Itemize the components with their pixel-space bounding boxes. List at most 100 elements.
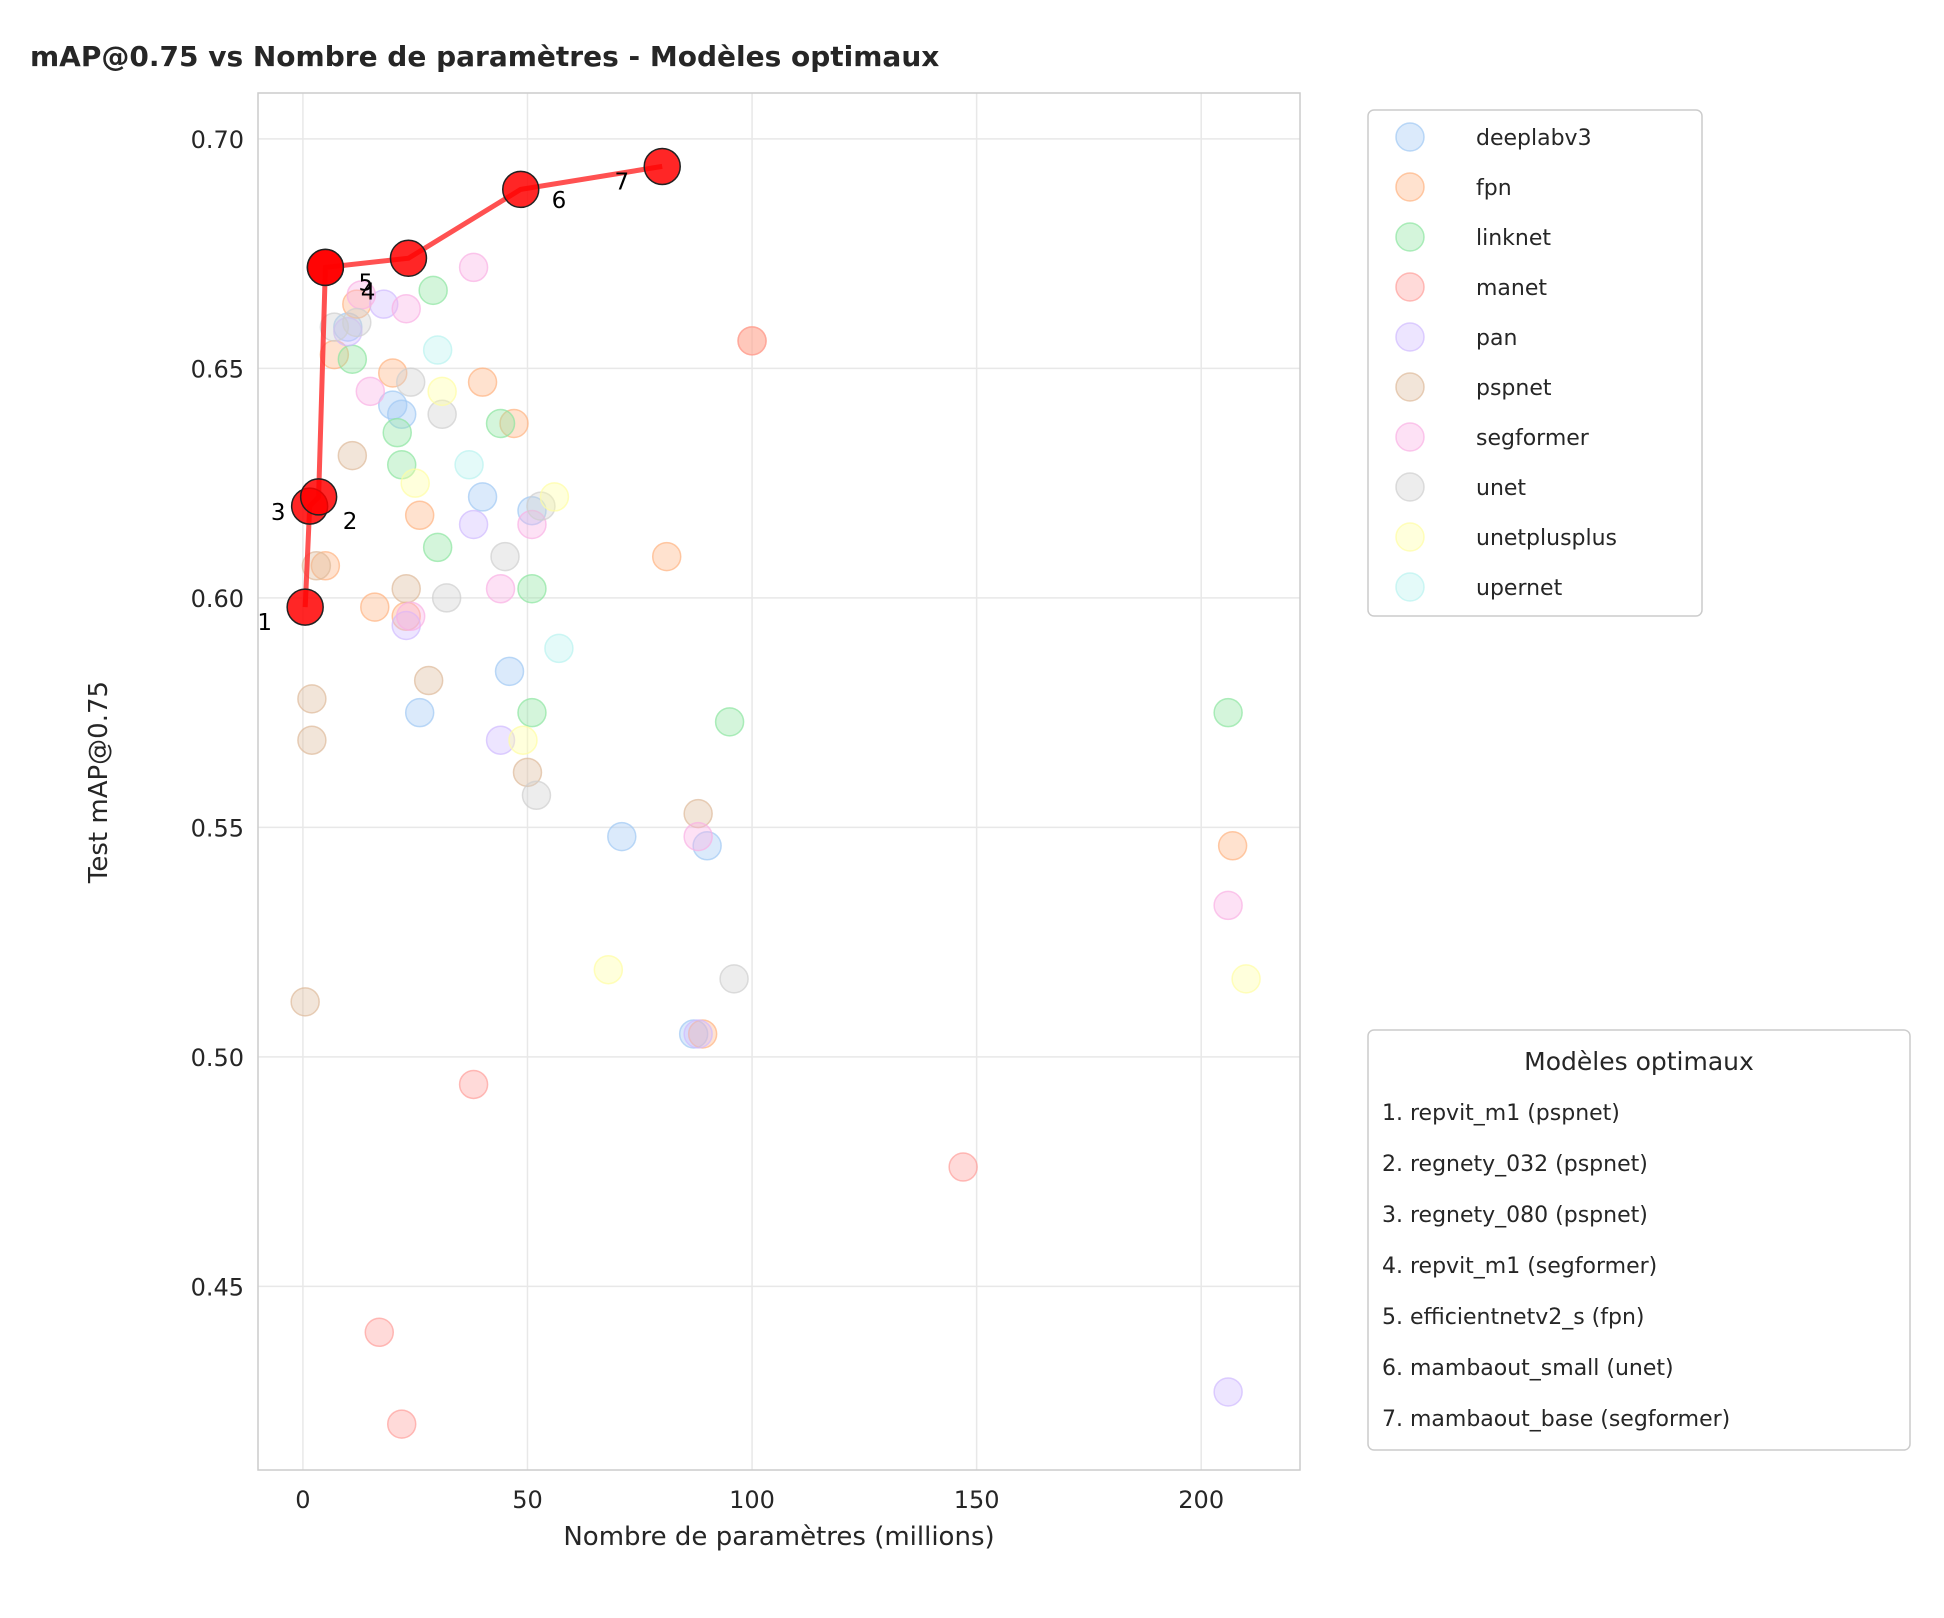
point-unetplusplus (508, 725, 538, 755)
point-manet (948, 1152, 978, 1182)
legend-marker-pspnet (1395, 372, 1425, 402)
optimal-point-label: 7 (614, 169, 629, 195)
point-linknet (485, 408, 516, 439)
point-unet (490, 541, 520, 572)
series-legend: deeplabv3 fpn linknet manet pan pspnet segform… (1367, 109, 1703, 617)
point-manet (737, 326, 767, 356)
point-unet (521, 780, 552, 811)
y-axis-label: Test mAP@0.75 (84, 681, 114, 884)
y-tick-label: 0.50 (191, 1044, 244, 1072)
point-pan (1213, 1377, 1243, 1407)
point-fpn (467, 367, 498, 397)
legend-marker-fpn (1395, 172, 1425, 202)
x-tick-label: 50 (512, 1486, 543, 1514)
legend-entry-pan: pan (1476, 326, 1517, 351)
optimal-point-label: 3 (271, 500, 286, 526)
x-tick-label: 0 (295, 1486, 310, 1514)
legend-entry-upernet: upernet (1476, 576, 1563, 601)
point-linknet (714, 707, 745, 737)
point-fpn (404, 500, 435, 531)
point-deeplabv3 (404, 697, 435, 728)
point-linknet (1213, 697, 1243, 728)
legend-entry-pspnet: pspnet (1476, 376, 1552, 401)
optimal-legend-frame (1367, 1029, 1911, 1451)
legend-entry-unetplusplus: unetplusplus (1476, 526, 1617, 551)
point-linknet (517, 573, 547, 604)
series-legend-frame (1367, 109, 1703, 617)
point-pspnet (297, 684, 327, 714)
y-tick-label: 0.55 (191, 814, 244, 842)
point-linknet (517, 697, 547, 728)
legend-marker-pan (1395, 322, 1425, 352)
point-pspnet (337, 440, 368, 471)
optimal-frontier: 1 3 2 54 6 7 (257, 147, 681, 636)
point-unetplusplus (539, 482, 570, 512)
point-pspnet (290, 987, 320, 1017)
optimal-legend-entry: 4. repvit_m1 (segformer) (1382, 1254, 1657, 1279)
point-unet (427, 399, 457, 430)
point-pan (485, 725, 516, 755)
point-segformer (355, 376, 386, 407)
legend-entry-fpn: fpn (1476, 176, 1512, 201)
y-tick-label: 0.60 (191, 585, 244, 613)
point-pspnet (683, 798, 713, 829)
y-axis-ticks: 0.45 0.50 0.55 0.60 0.65 0.70 (191, 126, 244, 1302)
optimal-legend-entry: 7. mambaout_base (segformer) (1382, 1407, 1730, 1432)
point-linknet (337, 344, 368, 374)
point-upernet (422, 335, 453, 365)
point-unetplusplus (593, 954, 624, 985)
point-fpn (1217, 831, 1248, 861)
point-fpn (377, 358, 408, 388)
point-upernet (454, 450, 484, 480)
point-linknet (382, 417, 412, 448)
point-deeplabv3 (607, 821, 637, 852)
optimal-legend-entry: 2. regnety_032 (pspnet) (1382, 1152, 1648, 1177)
point-pspnet (512, 757, 543, 788)
point-pan (458, 509, 489, 540)
y-tick-label: 0.45 (191, 1273, 244, 1301)
x-tick-label: 200 (1178, 1486, 1224, 1514)
point-fpn (651, 541, 682, 572)
point-deeplabv3 (386, 399, 417, 430)
point-linknet (418, 275, 448, 306)
legend-entry-unet: unet (1476, 476, 1526, 501)
legend-marker-manet (1395, 272, 1425, 302)
point-manet (386, 1409, 417, 1439)
point-deeplabv3 (692, 831, 722, 861)
point-linknet (422, 532, 453, 563)
point-segformer (517, 509, 547, 540)
optimal-legend-entry: 5. efficientnetv2_s (fpn) (1382, 1305, 1645, 1330)
legend-marker-unetplusplus (1395, 522, 1425, 552)
optimal-legend-entry: 1. repvit_m1 (pspnet) (1382, 1101, 1620, 1126)
data-points (290, 252, 1261, 1439)
legend-entry-segformer: segformer (1476, 426, 1590, 451)
legend-entry-deeplabv3: deeplabv3 (1476, 126, 1592, 151)
optimal-point (306, 248, 345, 287)
legend-marker-upernet (1395, 572, 1425, 602)
optimal-point (501, 170, 540, 209)
x-tick-label: 100 (729, 1486, 775, 1514)
point-pan (683, 1019, 713, 1049)
optimal-point-label: 2 (343, 509, 358, 535)
optimal-point (286, 588, 324, 626)
point-fpn (310, 551, 341, 581)
x-axis-ticks: 0 50 100 150 200 (295, 1486, 1224, 1514)
point-unet (431, 583, 462, 613)
optimal-legend-entry: 6. mambaout_small (unet) (1382, 1356, 1674, 1381)
y-tick-label: 0.70 (191, 126, 244, 154)
point-pan (391, 610, 421, 641)
legend-entry-manet: manet (1476, 276, 1547, 301)
point-unetplusplus (1231, 964, 1261, 994)
point-manet (364, 1317, 395, 1348)
point-upernet (544, 633, 574, 664)
optimal-point-label: 5 (358, 270, 373, 296)
legend-marker-deeplabv3 (1395, 122, 1425, 152)
point-unetplusplus (427, 376, 457, 407)
optimal-point-label: 4 (361, 280, 376, 306)
optimal-models-legend: Modèles optimaux 1. repvit_m1 (pspnet) 2. … (1367, 1029, 1911, 1451)
plot-area (257, 92, 1301, 1471)
optimal-legend-entry: 3. regnety_080 (pspnet) (1382, 1203, 1648, 1228)
optimal-legend-title: Modèles optimaux (1524, 1047, 1754, 1076)
point-unetplusplus (400, 468, 430, 498)
y-tick-label: 0.65 (191, 355, 244, 383)
